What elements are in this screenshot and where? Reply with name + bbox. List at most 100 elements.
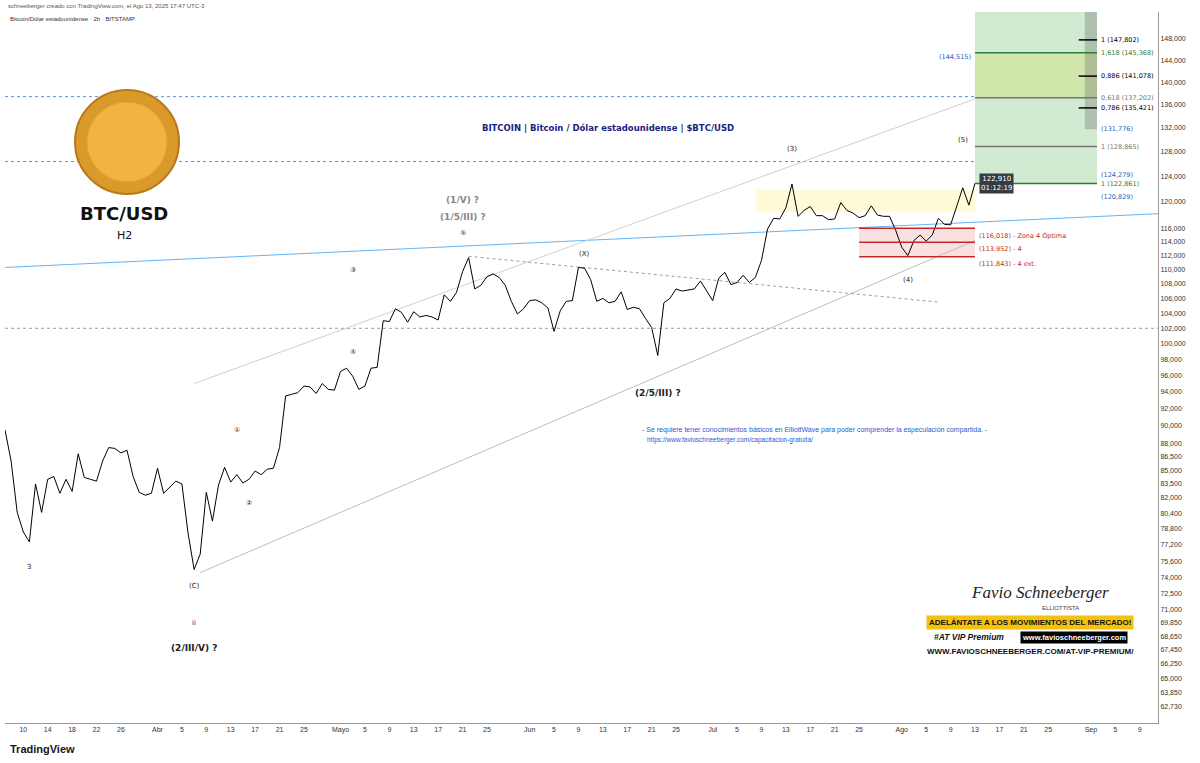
svg-text:21: 21 xyxy=(831,726,839,733)
svg-text:H2: H2 xyxy=(117,229,132,242)
svg-text:9: 9 xyxy=(387,726,391,733)
svg-text:TradingView: TradingView xyxy=(10,743,75,755)
svg-text:80,400: 80,400 xyxy=(1160,510,1182,517)
svg-text:124,000: 124,000 xyxy=(1160,173,1185,180)
svg-text:85,000: 85,000 xyxy=(1160,467,1182,474)
svg-text:122,91001:12:19: 122,91001:12:19 xyxy=(981,175,1012,192)
svg-text:110,000: 110,000 xyxy=(1160,266,1185,273)
svg-text:0,786 (135,421): 0,786 (135,421) xyxy=(1101,104,1154,112)
svg-text:136,000: 136,000 xyxy=(1160,101,1185,108)
svg-text:③: ③ xyxy=(350,266,356,274)
svg-text:(X): (X) xyxy=(579,250,590,258)
svg-text:108,000: 108,000 xyxy=(1160,280,1185,287)
svg-text:ii: ii xyxy=(192,619,196,627)
svg-text:22: 22 xyxy=(93,726,101,733)
svg-text:21: 21 xyxy=(648,726,656,733)
svg-text:Jul: Jul xyxy=(708,726,717,733)
svg-text:(1/V) ?: (1/V) ? xyxy=(446,195,479,205)
svg-text:Ago: Ago xyxy=(896,726,909,734)
svg-text:17: 17 xyxy=(806,726,814,733)
svg-text:5: 5 xyxy=(180,726,184,733)
svg-text:ADELÁNTATE A LOS MOVIMIENTOS D: ADELÁNTATE A LOS MOVIMIENTOS DEL MERCADO… xyxy=(929,618,1131,627)
svg-text:25: 25 xyxy=(672,726,680,733)
svg-text:⑤: ⑤ xyxy=(460,229,466,237)
svg-text:Abr: Abr xyxy=(152,726,164,733)
svg-text:25: 25 xyxy=(300,726,308,733)
svg-text:5: 5 xyxy=(363,726,367,733)
svg-text:116,000: 116,000 xyxy=(1160,225,1185,232)
svg-text:82,000: 82,000 xyxy=(1160,494,1182,501)
svg-text:25: 25 xyxy=(1044,726,1052,733)
svg-text:9: 9 xyxy=(949,726,953,733)
svg-text:9: 9 xyxy=(1138,726,1142,733)
svg-text:ELLIOTTISTA: ELLIOTTISTA xyxy=(1042,605,1079,611)
svg-text:Jun: Jun xyxy=(524,726,535,733)
svg-text:83,500: 83,500 xyxy=(1160,480,1182,487)
svg-text:98,000: 98,000 xyxy=(1160,356,1182,363)
svg-text:94,000: 94,000 xyxy=(1160,388,1182,395)
svg-text:BITCOIN | Bitcoin / Dólar esta: BITCOIN | Bitcoin / Dólar estadounidense… xyxy=(482,123,734,133)
svg-text:1 (128,865): 1 (128,865) xyxy=(1101,143,1139,151)
svg-text:(120,829): (120,829) xyxy=(1101,193,1133,201)
svg-text:13: 13 xyxy=(971,726,979,733)
svg-text:114,000: 114,000 xyxy=(1160,238,1185,245)
svg-text:Sep: Sep xyxy=(1085,726,1098,734)
svg-text:Favio Schneeberger: Favio Schneeberger xyxy=(971,583,1109,602)
svg-text:(111,843) - 4 ext.: (111,843) - 4 ext. xyxy=(979,260,1036,268)
svg-text:74,000: 74,000 xyxy=(1160,574,1182,581)
svg-text:②: ② xyxy=(246,499,252,507)
svg-text:62,730: 62,730 xyxy=(1160,703,1182,710)
svg-text:17: 17 xyxy=(434,726,442,733)
svg-text:5: 5 xyxy=(735,726,739,733)
svg-text:(4): (4) xyxy=(903,276,913,284)
svg-text:14: 14 xyxy=(44,726,52,733)
svg-text:13: 13 xyxy=(782,726,790,733)
svg-text:①: ① xyxy=(234,426,240,434)
svg-text:0,886 (141,078): 0,886 (141,078) xyxy=(1101,72,1154,80)
svg-text:78,800: 78,800 xyxy=(1160,525,1182,532)
svg-text:67,450: 67,450 xyxy=(1160,646,1182,653)
svg-text:71,000: 71,000 xyxy=(1160,606,1182,613)
svg-text:120,000: 120,000 xyxy=(1160,198,1185,205)
svg-text:(2/III/V) ?: (2/III/V) ? xyxy=(171,643,217,653)
svg-text:17: 17 xyxy=(251,726,259,733)
svg-text:- Se requiere tener conocimien: - Se requiere tener conocimientos básico… xyxy=(642,426,988,434)
svg-text:13: 13 xyxy=(410,726,418,733)
svg-text:102,000: 102,000 xyxy=(1160,325,1185,332)
svg-text:(144,515): (144,515) xyxy=(939,53,971,61)
svg-text:68,650: 68,650 xyxy=(1160,633,1182,640)
svg-text:106,000: 106,000 xyxy=(1160,295,1185,302)
svg-text:132,000: 132,000 xyxy=(1160,124,1185,131)
svg-text:5: 5 xyxy=(1113,726,1117,733)
svg-text:90,000: 90,000 xyxy=(1160,422,1182,429)
svg-text:128,000: 128,000 xyxy=(1160,148,1185,155)
svg-text:75,600: 75,600 xyxy=(1160,558,1182,565)
svg-text:5: 5 xyxy=(552,726,556,733)
svg-text:WWW.FAVIOSCHNEEBERGER.COM/AT-V: WWW.FAVIOSCHNEEBERGER.COM/AT-VIP-PREMIUM… xyxy=(927,647,1134,656)
svg-text:9: 9 xyxy=(760,726,764,733)
svg-text:9: 9 xyxy=(204,726,208,733)
svg-text:72,500: 72,500 xyxy=(1160,590,1182,597)
svg-text:10: 10 xyxy=(19,726,27,733)
svg-text:(116,018) - Zona 4 Óptima: (116,018) - Zona 4 Óptima xyxy=(979,231,1066,240)
svg-text:18: 18 xyxy=(68,726,76,733)
svg-text:66,250: 66,250 xyxy=(1160,660,1182,667)
svg-text:86,500: 86,500 xyxy=(1160,453,1182,460)
svg-text:13: 13 xyxy=(227,726,235,733)
svg-text:88,000: 88,000 xyxy=(1160,440,1182,447)
svg-text:148,000: 148,000 xyxy=(1160,35,1185,42)
svg-text:100,000: 100,000 xyxy=(1160,340,1185,347)
svg-text:https://www.favioschneeberger.: https://www.favioschneeberger.com/capaci… xyxy=(647,436,813,444)
svg-text:69,850: 69,850 xyxy=(1160,619,1182,626)
svg-text:(113,952) - 4: (113,952) - 4 xyxy=(979,245,1022,253)
svg-text:Mayo: Mayo xyxy=(332,726,349,734)
svg-text:1,618 (145,368): 1,618 (145,368) xyxy=(1101,49,1154,57)
svg-text:21: 21 xyxy=(276,726,284,733)
svg-text:(1/5/III) ?: (1/5/III) ? xyxy=(440,212,486,222)
svg-text:21: 21 xyxy=(459,726,467,733)
svg-text:25: 25 xyxy=(483,726,491,733)
svg-text:13: 13 xyxy=(599,726,607,733)
svg-text:(131,776): (131,776) xyxy=(1101,125,1133,133)
svg-text:1 (122,861): 1 (122,861) xyxy=(1101,180,1139,188)
svg-text:65,000: 65,000 xyxy=(1160,675,1182,682)
